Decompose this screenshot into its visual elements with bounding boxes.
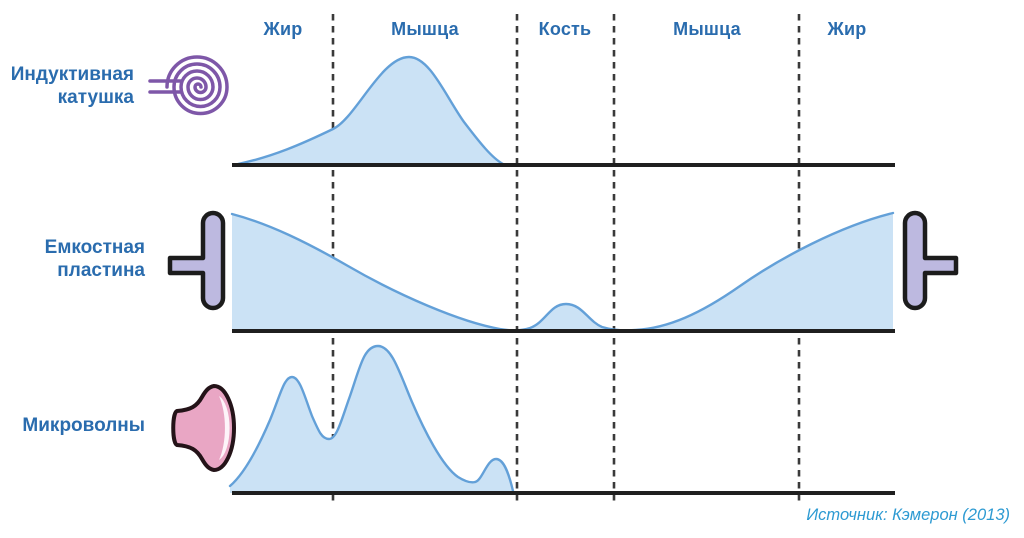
label-line: пластина — [57, 260, 145, 281]
region-label-fat-left: Жир — [263, 19, 303, 39]
capacitive-plate-right-icon — [902, 210, 959, 311]
region-label-muscle-left: Мышца — [391, 19, 459, 39]
label-line: Индуктивная — [10, 64, 134, 85]
heating-curve-fill — [230, 346, 513, 493]
heating-curve-fill — [232, 213, 893, 331]
heating-curve — [230, 211, 895, 332]
modality-label-capacitive-plate: Емкостная пластина — [0, 236, 145, 282]
label-line: Емкостная — [44, 237, 145, 258]
panel-microwaves — [228, 344, 895, 495]
region-label-bone: Кость — [538, 19, 592, 39]
source-note: Источник: Кэмерон (2013) — [806, 506, 1010, 524]
modality-label-inductive-coil: Индуктивная катушка — [0, 63, 134, 109]
heating-curve-fill — [238, 57, 503, 165]
label-line: катушка — [57, 87, 134, 108]
capacitive-plate-left-icon — [167, 210, 226, 311]
microwave-applicator-icon — [171, 384, 236, 472]
modality-label-microwaves: Микроволны — [0, 414, 145, 437]
panel-inductive-coil — [232, 55, 895, 167]
region-label-muscle-right: Мышца — [673, 19, 741, 39]
induction-coil-icon — [148, 55, 229, 116]
heating-curve — [228, 344, 515, 493]
panel-capacitive-plate — [230, 211, 895, 333]
label-line: Микроволны — [22, 415, 145, 436]
heating-curve — [236, 55, 505, 166]
region-label-fat-right: Жир — [827, 19, 867, 39]
